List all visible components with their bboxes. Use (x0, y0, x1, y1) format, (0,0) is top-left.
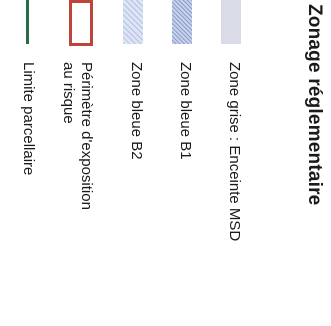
legend-item-zone-grise: Zone grise : Enceinte MSD (209, 0, 243, 326)
legend-item-perimetre-exposition: Périmètre d'exposition au risque (49, 0, 95, 326)
blue-b2-hatch-swatch-icon (123, 0, 143, 44)
legend-item-label-line1: Périmètre d'exposition (78, 62, 95, 210)
legend-item-limite-parcellaire: Limite parcellaire (3, 0, 37, 326)
legend-item-zone-bleue-b1: Zone bleue B1 (160, 0, 194, 326)
legend-item-label: Zone grise : Enceinte MSD (226, 62, 243, 242)
parcel-boundary-line-icon (26, 0, 29, 44)
legend-item-zone-bleue-b2: Zone bleue B2 (111, 0, 145, 326)
grey-zone-swatch-icon (221, 0, 241, 44)
legend-title: Zonage réglementaire (304, 4, 325, 206)
legend-item-label-line2: au risque (60, 62, 77, 124)
legend-item-label: Limite parcellaire (20, 62, 37, 176)
legend-item-label: Zone bleue B1 (177, 62, 194, 160)
blue-b1-hatch-swatch-icon (172, 0, 192, 44)
risk-perimeter-swatch-icon (69, 0, 93, 46)
legend-item-label: Zone bleue B2 (128, 62, 145, 160)
legend-item-label: Périmètre d'exposition au risque (59, 62, 95, 210)
